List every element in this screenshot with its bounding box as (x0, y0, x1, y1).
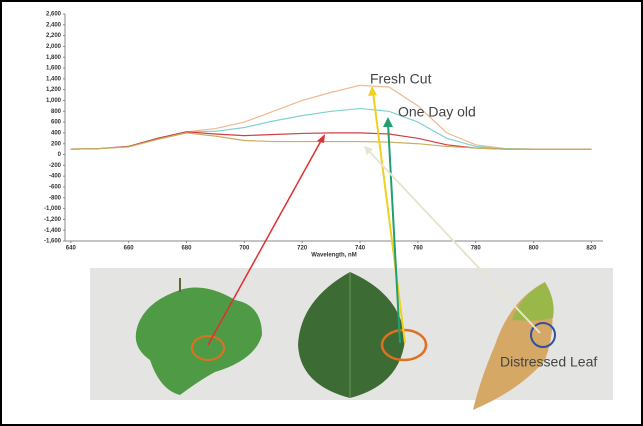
figure: 2,600 2,400 2,200 2,000 1,800 1,600 1,400 1,200… (0, 0, 643, 426)
x-tick-label: 660 (124, 246, 135, 252)
y-tick-label: 2,000 (46, 44, 62, 50)
y-tick-label: 200 (51, 141, 62, 147)
y-tick-label: 1,200 (46, 87, 62, 93)
x-tick-label: 720 (297, 246, 308, 252)
x-tick-label: 680 (181, 246, 192, 252)
annotation: Fresh Cut (370, 71, 432, 87)
y-tick-label: -600 (49, 185, 62, 191)
y-tick-label: -1,600 (44, 239, 62, 245)
x-tick-label: 700 (239, 246, 250, 252)
x-tick-label: 800 (529, 246, 540, 252)
x-tick-label: 740 (355, 246, 366, 252)
x-tick-label: 760 (413, 246, 424, 252)
annotation: One Day old (398, 104, 476, 120)
x-tick-label: 780 (471, 246, 482, 252)
y-tick-label: 800 (51, 109, 62, 115)
y-tick-label: -1,000 (44, 206, 62, 212)
y-tick-label: -1,400 (44, 228, 62, 234)
y-tick-label: 1,000 (46, 98, 62, 104)
y-tick-label: 2,200 (46, 33, 62, 39)
y-tick-label: 2,600 (46, 12, 62, 18)
y-tick-label: -800 (49, 195, 62, 201)
annotation: Distressed Leaf (500, 354, 597, 370)
x-tick-label: 640 (66, 246, 77, 252)
y-tick-label: -1,200 (44, 217, 62, 223)
x-tick-label: 820 (586, 246, 597, 252)
y-tick-label: 1,800 (46, 55, 62, 61)
leaf-photo (90, 268, 613, 410)
y-tick-label: -400 (49, 174, 62, 180)
y-tick-label: -200 (49, 163, 62, 169)
y-tick-label: 600 (51, 120, 62, 126)
y-tick-label: 2,400 (46, 22, 62, 28)
y-tick-label: 400 (51, 130, 62, 136)
y-tick-label: 1,600 (46, 66, 62, 72)
x-axis-label: Wavelength, nM (311, 253, 356, 259)
y-tick-label: 1,400 (46, 76, 62, 82)
